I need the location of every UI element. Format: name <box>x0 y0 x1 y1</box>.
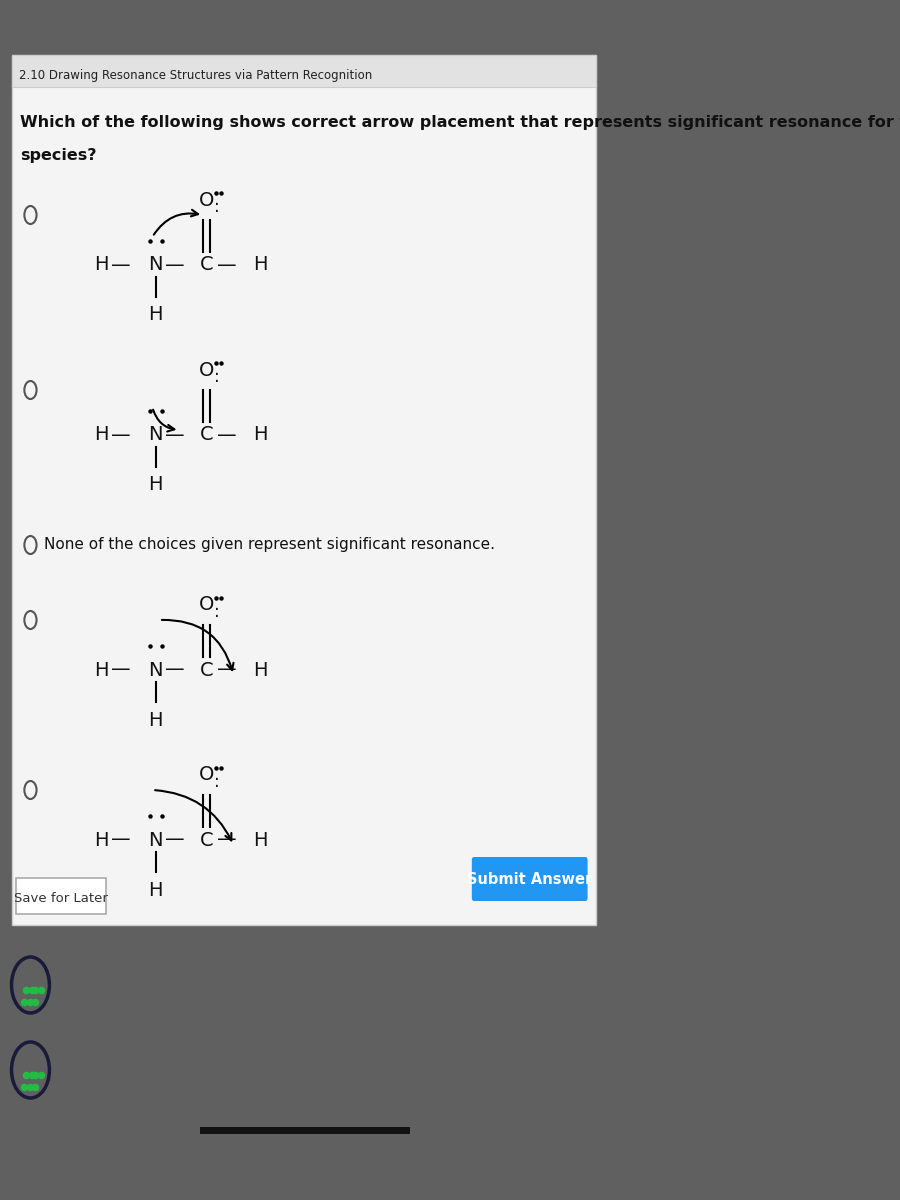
Text: —: — <box>165 426 184 444</box>
Text: —: — <box>111 426 130 444</box>
Text: N: N <box>148 426 163 444</box>
FancyBboxPatch shape <box>13 55 596 86</box>
Text: H: H <box>148 475 163 494</box>
Text: :: : <box>214 602 220 622</box>
Text: —: — <box>217 426 237 444</box>
Text: C: C <box>200 660 213 679</box>
Text: C: C <box>200 830 213 850</box>
FancyBboxPatch shape <box>472 857 588 901</box>
Text: H: H <box>254 660 268 679</box>
Text: :: : <box>214 773 220 791</box>
Text: O: O <box>199 360 214 379</box>
Text: —: — <box>217 256 237 275</box>
Text: H: H <box>148 881 163 900</box>
Text: —: — <box>111 660 130 679</box>
Text: Submit Answer: Submit Answer <box>467 872 592 888</box>
Text: H: H <box>94 256 109 275</box>
Text: H: H <box>148 306 163 324</box>
Text: H: H <box>94 426 109 444</box>
Text: —: — <box>111 830 130 850</box>
Text: :: : <box>214 368 220 386</box>
Text: O: O <box>199 191 214 210</box>
Text: H: H <box>254 830 268 850</box>
Text: O: O <box>199 766 214 785</box>
Text: H: H <box>254 256 268 275</box>
Text: N: N <box>148 830 163 850</box>
Text: C: C <box>200 256 213 275</box>
Text: O: O <box>199 595 214 614</box>
Text: —: — <box>165 660 184 679</box>
Text: —: — <box>165 256 184 275</box>
Text: H: H <box>148 710 163 730</box>
Text: :: : <box>214 198 220 216</box>
Text: None of the choices given represent significant resonance.: None of the choices given represent sign… <box>44 538 495 552</box>
Text: N: N <box>148 660 163 679</box>
Text: N: N <box>148 256 163 275</box>
FancyBboxPatch shape <box>13 55 596 925</box>
Text: —: — <box>111 256 130 275</box>
FancyBboxPatch shape <box>15 878 106 914</box>
Text: —: — <box>217 830 237 850</box>
Text: Save for Later: Save for Later <box>14 892 108 905</box>
Text: 2.10 Drawing Resonance Structures via Pattern Recognition: 2.10 Drawing Resonance Structures via Pa… <box>19 70 373 83</box>
Text: —: — <box>165 830 184 850</box>
Text: H: H <box>94 660 109 679</box>
Text: Which of the following shows correct arrow placement that represents significant: Which of the following shows correct arr… <box>21 115 900 130</box>
Text: C: C <box>200 426 213 444</box>
Text: H: H <box>94 830 109 850</box>
Text: —: — <box>217 660 237 679</box>
Text: species?: species? <box>21 148 97 163</box>
Text: H: H <box>254 426 268 444</box>
